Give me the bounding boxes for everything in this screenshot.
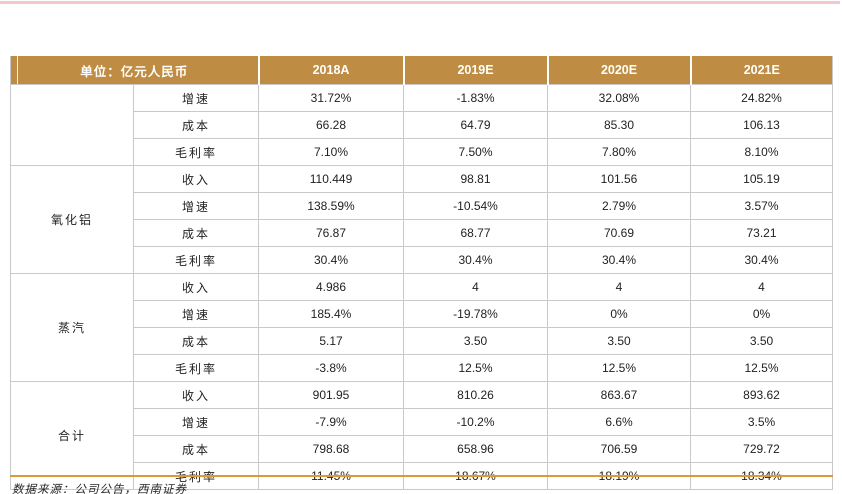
value-cell: 68.77	[403, 219, 549, 247]
value-cell: 810.26	[403, 381, 549, 409]
metric-cell: 增速	[132, 408, 260, 436]
value-cell: 3.50	[690, 327, 834, 355]
value-cell: 893.62	[690, 381, 834, 409]
metric-cell: 成本	[132, 435, 260, 463]
value-cell: -10.2%	[403, 408, 549, 436]
value-cell: 30.4%	[690, 246, 834, 274]
table-row: 毛利率 30.4% 30.4% 30.4% 30.4%	[11, 246, 834, 274]
table-header-row: 单位：亿元人民币 2018A 2019E 2020E 2021E	[10, 56, 833, 85]
value-cell: 32.08%	[547, 84, 692, 112]
metric-cell: 增速	[132, 192, 260, 220]
metric-cell: 成本	[132, 327, 260, 355]
value-cell: 863.67	[547, 381, 692, 409]
value-cell: 7.10%	[258, 138, 405, 166]
value-cell: 85.30	[547, 111, 692, 139]
value-cell: 4.986	[258, 273, 405, 301]
metric-cell: 毛利率	[132, 246, 260, 274]
value-cell: 0%	[547, 300, 692, 328]
value-cell: 106.13	[690, 111, 834, 139]
table-row: 成本 798.68 658.96 706.59 729.72	[11, 435, 834, 463]
table-row: 增速 31.72% -1.83% 32.08% 24.82%	[10, 84, 834, 166]
table-row: 成本 5.17 3.50 3.50 3.50	[11, 327, 834, 355]
value-cell: 2.79%	[547, 192, 692, 220]
value-cell: 30.4%	[547, 246, 692, 274]
value-cell: 7.80%	[547, 138, 692, 166]
value-cell: 64.79	[403, 111, 549, 139]
table-row: 增速 138.59% -10.54% 2.79% 3.57%	[11, 192, 834, 220]
year-header-2019e: 2019E	[402, 56, 548, 85]
value-cell: 70.69	[547, 219, 692, 247]
value-cell: 4	[547, 273, 692, 301]
value-cell: 4	[403, 273, 549, 301]
metric-cell: 收入	[132, 273, 260, 301]
value-cell: 12.5%	[403, 354, 549, 382]
value-cell: 0%	[690, 300, 834, 328]
table-row: 蒸汽 收入 4.986 4 4 4	[10, 273, 834, 382]
value-cell: 24.82%	[690, 84, 834, 112]
value-cell: 798.68	[258, 435, 405, 463]
year-header-2020e: 2020E	[546, 56, 691, 85]
metric-cell: 毛利率	[132, 354, 260, 382]
value-cell: 98.81	[403, 165, 549, 193]
value-cell: -3.8%	[258, 354, 405, 382]
metric-cell: 收入	[132, 165, 260, 193]
category-cell: 氧化铝	[10, 165, 134, 274]
category-cell: 蒸汽	[10, 273, 134, 382]
value-cell: -1.83%	[403, 84, 549, 112]
financial-forecast-table: 单位：亿元人民币 2018A 2019E 2020E 2021E 增速 31.72% -1…	[10, 56, 834, 490]
data-source-note: 数据来源：公司公告，西南证券	[12, 484, 187, 494]
value-cell: -19.78%	[403, 300, 549, 328]
value-cell: 66.28	[258, 111, 405, 139]
value-cell: 30.4%	[258, 246, 405, 274]
value-cell: 729.72	[690, 435, 834, 463]
table-row: 合计 收入 901.95 810.26 863.67 893.62	[10, 381, 834, 490]
value-cell: 110.449	[258, 165, 405, 193]
value-cell: 8.10%	[690, 138, 834, 166]
category-cell: 合计	[10, 381, 134, 490]
value-cell: 901.95	[258, 381, 405, 409]
metric-cell: 成本	[132, 111, 260, 139]
table-row: 增速 -7.9% -10.2% 6.6% 3.5%	[11, 408, 834, 436]
category-cell-empty	[10, 84, 134, 166]
value-cell: 185.4%	[258, 300, 405, 328]
metric-cell: 成本	[132, 219, 260, 247]
value-cell: 31.72%	[258, 84, 405, 112]
value-cell: 73.21	[690, 219, 834, 247]
year-header-2021e: 2021E	[689, 56, 833, 85]
value-cell: 3.50	[403, 327, 549, 355]
value-cell: 3.50	[547, 327, 692, 355]
value-cell: 5.17	[258, 327, 405, 355]
table-row: 成本 66.28 64.79 85.30 106.13	[11, 111, 834, 139]
value-cell: 30.4%	[403, 246, 549, 274]
value-cell: 12.5%	[690, 354, 834, 382]
value-cell: 76.87	[258, 219, 405, 247]
table-row: 氧化铝 收入 110.449 98.81 101.56 105.19	[10, 165, 834, 274]
table-row: 毛利率 7.10% 7.50% 7.80% 8.10%	[11, 138, 834, 166]
metric-cell: 收入	[132, 381, 260, 409]
value-cell: -7.9%	[258, 408, 405, 436]
value-cell: 138.59%	[258, 192, 405, 220]
value-cell: -10.54%	[403, 192, 549, 220]
value-cell: 101.56	[547, 165, 692, 193]
value-cell: 4	[690, 273, 834, 301]
table-row: 增速 185.4% -19.78% 0% 0%	[11, 300, 834, 328]
table-row: 成本 76.87 68.77 70.69 73.21	[11, 219, 834, 247]
page-top-divider	[0, 1, 840, 4]
value-cell: 3.57%	[690, 192, 834, 220]
value-cell: 3.5%	[690, 408, 834, 436]
year-header-2018a: 2018A	[257, 56, 404, 85]
value-cell: 706.59	[547, 435, 692, 463]
metric-cell: 毛利率	[132, 138, 260, 166]
value-cell: 105.19	[690, 165, 834, 193]
unit-header-cell: 单位：亿元人民币	[10, 56, 259, 85]
value-cell: 6.6%	[547, 408, 692, 436]
table-row: 毛利率 -3.8% 12.5% 12.5% 12.5%	[11, 354, 834, 382]
value-cell: 7.50%	[403, 138, 549, 166]
value-cell: 658.96	[403, 435, 549, 463]
metric-cell: 增速	[132, 84, 260, 112]
table-bottom-rule	[10, 475, 833, 477]
value-cell: 12.5%	[547, 354, 692, 382]
metric-cell: 增速	[132, 300, 260, 328]
